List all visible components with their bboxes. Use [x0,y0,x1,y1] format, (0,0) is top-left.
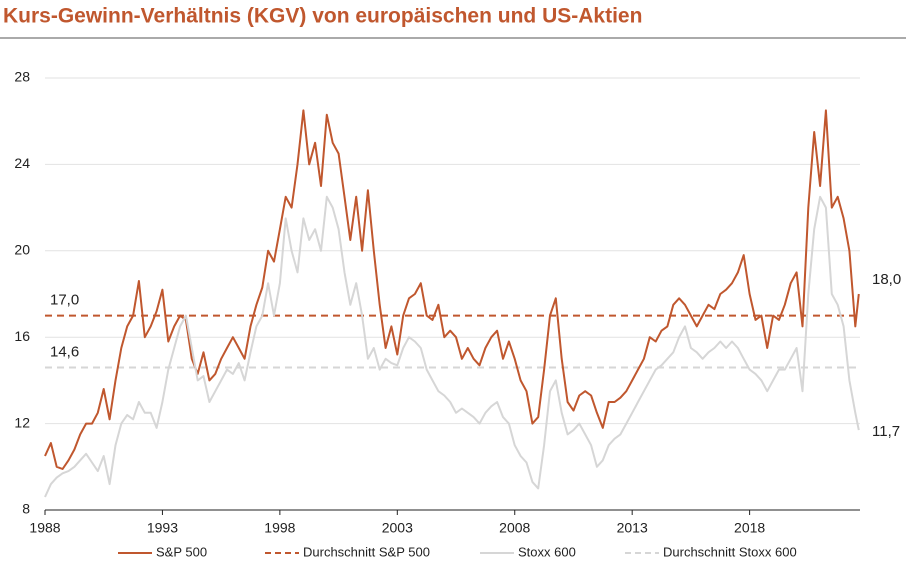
legend-label: S&P 500 [156,544,207,559]
x-tick-label: 2018 [734,520,765,536]
y-tick-label: 16 [14,328,30,344]
y-tick-label: 24 [14,155,30,171]
y-tick-label: 8 [22,501,30,517]
average-label: 17,0 [50,292,79,309]
x-tick-label: 1998 [264,520,295,536]
end-label: 18,0 [872,271,901,288]
end-label: 11,7 [872,423,900,440]
x-tick-label: 1993 [147,520,178,536]
y-tick-label: 12 [14,414,30,430]
y-tick-label: 20 [14,242,30,258]
legend-label: Durchschnitt S&P 500 [303,544,430,559]
series-line [44,109,860,470]
average-label: 14,6 [50,343,79,360]
x-tick-label: 1988 [29,520,60,536]
chart-title: Kurs-Gewinn-Verhältnis (KGV) von europäi… [3,5,642,28]
series-line [44,195,860,498]
x-tick-label: 2003 [382,520,413,536]
legend-label: Stoxx 600 [518,544,576,559]
x-tick-label: 2008 [499,520,530,536]
legend-label: Durchschnitt Stoxx 600 [663,544,797,559]
y-tick-label: 28 [14,69,30,85]
x-tick-label: 2013 [617,520,648,536]
